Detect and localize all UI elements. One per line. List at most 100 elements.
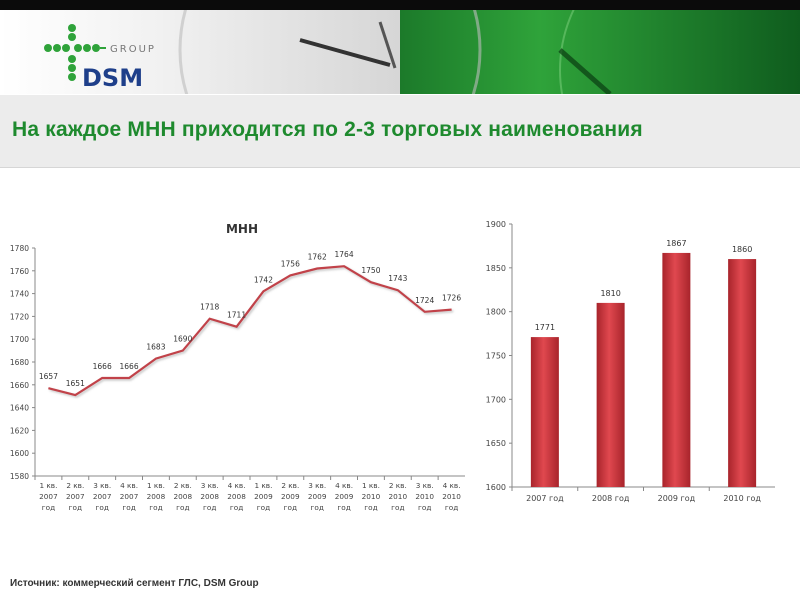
line-data-label: 1726	[442, 294, 461, 303]
line-x-tick-label: год	[203, 503, 216, 512]
bar-y-tick-label: 1750	[486, 352, 506, 361]
line-x-tick-label: 3 кв.	[93, 481, 111, 490]
line-y-tick-label: 1680	[10, 358, 29, 367]
line-x-tick-label: 4 кв.	[228, 481, 246, 490]
line-x-tick-label: 1 кв.	[362, 481, 380, 490]
bar-x-tick-label: 2009 год	[658, 494, 696, 503]
line-data-label: 1657	[39, 372, 58, 381]
line-y-tick-label: 1780	[10, 244, 29, 253]
line-x-tick-label: год	[69, 503, 82, 512]
line-data-label: 1683	[146, 343, 165, 352]
line-data-label: 1743	[388, 274, 407, 283]
line-x-tick-label: 2008	[174, 492, 193, 501]
banner-watch-background	[400, 10, 800, 94]
bar-data-label: 1867	[666, 239, 686, 248]
line-data-label: 1690	[173, 335, 192, 344]
bar-data-label: 1860	[732, 245, 752, 254]
line-y-tick-label: 1620	[10, 426, 29, 435]
line-x-tick-label: 1 кв.	[254, 481, 272, 490]
line-x-tick-label: год	[418, 503, 431, 512]
bar-chart: 1600 1650 1700 1750 1800 1850 1900 2007 год 2008…	[486, 220, 775, 503]
line-x-tick-label: год	[311, 503, 324, 512]
line-x-tick-label: год	[122, 503, 135, 512]
line-data-label: 1750	[361, 266, 380, 275]
line-data-label: 1666	[93, 362, 112, 371]
header-banner: GROUP DSM	[0, 10, 800, 94]
line-x-tick-label: 4 кв.	[120, 481, 138, 490]
line-x-tick-label: 3 кв.	[308, 481, 326, 490]
line-x-tick-label: 2009	[308, 492, 327, 501]
line-x-tick-label: 2008	[227, 492, 246, 501]
bar	[728, 259, 757, 487]
logo-group-text: GROUP	[110, 44, 156, 55]
line-x-tick-label: год	[445, 503, 458, 512]
bar-y-tick-label: 1800	[486, 308, 506, 317]
line-x-tick-label: 2 кв.	[281, 481, 299, 490]
clock-hand-icon	[378, 21, 397, 69]
line-x-tick-label: год	[149, 503, 162, 512]
line-x-tick-label: 2009	[335, 492, 354, 501]
line-x-tick-label: 4 кв.	[335, 481, 353, 490]
bar-x-tick-label: 2008 год	[592, 494, 630, 503]
clock-face-icon	[178, 10, 482, 94]
line-data-label: 1718	[200, 303, 219, 312]
watch-hand-icon	[558, 48, 612, 94]
bar-x-tick-label: 2007 год	[526, 494, 564, 503]
source-note: Источник: коммерческий сегмент ГЛС, DSM …	[10, 578, 259, 589]
title-bar	[0, 95, 800, 168]
line-x-tick-label: 2010	[389, 492, 408, 501]
line-x-tick-label: год	[176, 503, 189, 512]
bar	[596, 302, 625, 487]
line-data-label: 1742	[254, 275, 273, 284]
line-y-tick-label: 1660	[10, 381, 29, 390]
line-x-tick-label: 1 кв.	[39, 481, 57, 490]
bar-y-tick-label: 1700	[486, 395, 506, 404]
bar	[662, 252, 691, 487]
line-x-tick-label: 3 кв.	[416, 481, 434, 490]
line-x-tick-label: год	[284, 503, 297, 512]
line-x-tick-label: 2 кв.	[389, 481, 407, 490]
line-data-label: 1666	[120, 362, 139, 371]
line-x-tick-label: 2007	[93, 492, 112, 501]
line-y-tick-label: 1720	[10, 312, 29, 321]
logo-plus-icon	[44, 24, 100, 81]
line-data-label: 1724	[415, 296, 434, 305]
line-x-tick-label: 2008	[200, 492, 219, 501]
line-x-tick-label: 2007	[66, 492, 85, 501]
line-x-tick-label: год	[257, 503, 270, 512]
line-x-tick-label: 2009	[254, 492, 273, 501]
line-x-tick-label: год	[96, 503, 109, 512]
watch-face-icon	[559, 10, 575, 94]
line-data-label: 1762	[308, 253, 327, 262]
line-chart-title: МНН	[226, 222, 258, 236]
line-x-tick-label: 2010	[415, 492, 434, 501]
line-x-tick-label: год	[364, 503, 377, 512]
line-y-tick-label: 1640	[10, 404, 29, 413]
line-x-tick-label: 2 кв.	[66, 481, 84, 490]
bar-y-tick-label: 1600	[486, 483, 506, 492]
bar	[530, 337, 559, 487]
line-x-tick-label: 2008	[147, 492, 166, 501]
line-data-label: 1756	[281, 259, 300, 268]
line-chart: МНН 1580 1600 1620 1640 1660 1680 1700 1720 1740…	[10, 222, 465, 512]
bar-y-tick-label: 1850	[486, 264, 506, 273]
banner-clock-background	[0, 10, 400, 94]
line-x-tick-label: 1 кв.	[147, 481, 165, 490]
line-x-tick-label: 2009	[281, 492, 300, 501]
line-x-tick-label: 2010	[442, 492, 461, 501]
line-y-tick-label: 1580	[10, 472, 29, 481]
line-x-tick-label: 2010	[362, 492, 381, 501]
bar-x-tick-label: 2010 год	[723, 494, 761, 503]
line-x-tick-label: год	[391, 503, 404, 512]
bar-data-label: 1771	[535, 323, 555, 332]
bar-y-tick-label: 1900	[486, 220, 506, 229]
banner-decoration	[178, 10, 612, 94]
line-data-label: 1651	[66, 379, 85, 388]
line-x-tick-label: 4 кв.	[443, 481, 461, 490]
line-data-label: 1711	[227, 311, 246, 320]
line-data-label: 1764	[335, 250, 354, 259]
line-x-tick-label: 2 кв.	[174, 481, 192, 490]
line-x-tick-label: 3 кв.	[201, 481, 219, 490]
line-y-tick-label: 1700	[10, 335, 29, 344]
line-y-tick-label: 1600	[10, 449, 29, 458]
